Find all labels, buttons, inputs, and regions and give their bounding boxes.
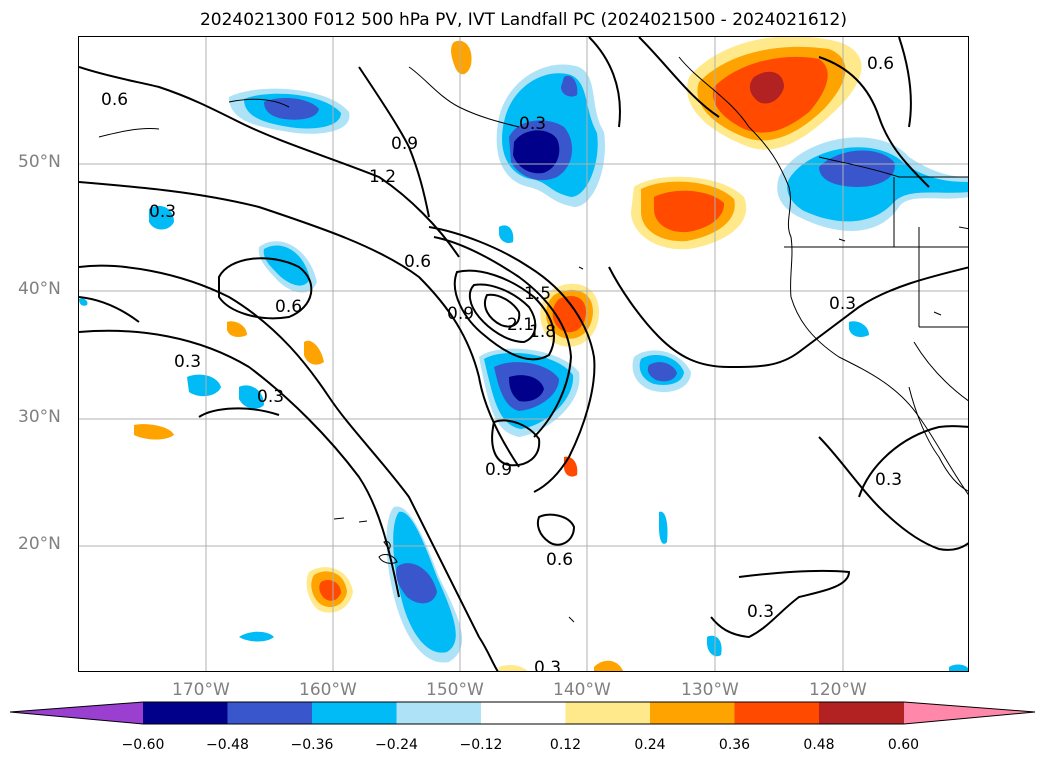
colorbar-bin xyxy=(650,702,735,724)
colorbar-bin xyxy=(143,702,228,724)
lon-label: 120°W xyxy=(809,680,867,700)
colorbar-bin xyxy=(312,702,397,724)
contour-label: 0.3 xyxy=(257,387,284,407)
lat-label: 40°N xyxy=(18,279,61,299)
colorbar-tick-label: −0.24 xyxy=(375,737,418,753)
colorbar-tick-label: −0.12 xyxy=(459,737,503,753)
colorbar-over-arrow xyxy=(904,702,1035,724)
contour-label: 0.6 xyxy=(404,252,431,272)
contour-label: 0.3 xyxy=(534,658,561,672)
colorbar-tick-label: −0.60 xyxy=(121,737,165,753)
lat-label: 30°N xyxy=(18,407,61,427)
lon-label: 130°W xyxy=(681,680,739,700)
lon-label: 150°W xyxy=(426,680,484,700)
colorbar-tick-label: 0.12 xyxy=(549,737,582,753)
contour-label: 0.9 xyxy=(447,304,474,324)
contour-label: 0.6 xyxy=(546,550,573,570)
contour-label: 1.2 xyxy=(369,167,396,187)
plot-title: 2024021300 F012 500 hPa PV, IVT Landfall… xyxy=(199,10,847,30)
contour-label: 0.3 xyxy=(875,470,902,490)
contour-labels: 0.6 0.9 1.2 0.3 0.6 0.6 0.3 0.3 0.9 2.1 … xyxy=(101,54,902,672)
contour-label: 0.6 xyxy=(275,297,302,317)
colorbar-bins xyxy=(143,702,904,724)
contour-label: 1.5 xyxy=(524,284,551,304)
contour-label: 0.3 xyxy=(519,114,546,134)
coastlines xyxy=(98,56,968,623)
colorbar xyxy=(10,701,1036,725)
colorbar-bin xyxy=(734,702,820,724)
contour-label: 0.9 xyxy=(485,460,512,480)
contour-label: 2.1 xyxy=(507,315,534,335)
colorbar-bin xyxy=(481,702,566,724)
colorbar-tick-label: −0.48 xyxy=(206,737,249,753)
colorbar-bin xyxy=(819,702,904,724)
colorbar-under-arrow xyxy=(10,702,143,724)
contour-label: 1.8 xyxy=(529,322,556,342)
map-panel: 0.6 0.9 1.2 0.3 0.6 0.6 0.3 0.3 0.9 2.1 … xyxy=(78,36,969,672)
lon-label: 160°W xyxy=(299,680,357,700)
colorbar-tick-label: 0.24 xyxy=(634,737,666,753)
colorbar-tick-label: 0.60 xyxy=(887,737,920,753)
colorbar-bin xyxy=(396,702,482,724)
colorbar-tick-label: −0.36 xyxy=(290,737,334,753)
contours xyxy=(79,37,968,671)
contour-label: 0.3 xyxy=(149,202,176,222)
lon-label: 140°W xyxy=(553,680,611,700)
contour-label: 0.3 xyxy=(174,352,201,372)
colorbar-tick-label: 0.48 xyxy=(803,737,835,753)
contour-label: 0.9 xyxy=(391,134,418,154)
colorbar-bin xyxy=(227,702,313,724)
contour-label: 0.6 xyxy=(867,54,894,74)
lon-label: 170°W xyxy=(172,680,230,700)
contour-label: 0.3 xyxy=(829,294,856,314)
lat-label: 50°N xyxy=(18,152,61,172)
contour-label: 0.3 xyxy=(747,602,774,622)
shaded-field xyxy=(79,37,968,671)
colorbar-bin xyxy=(565,702,651,724)
lat-label: 20°N xyxy=(18,534,61,554)
map-canvas: 0.6 0.9 1.2 0.3 0.6 0.6 0.3 0.3 0.9 2.1 … xyxy=(79,37,968,672)
contour-label: 0.6 xyxy=(101,90,128,110)
colorbar-tick-label: 0.36 xyxy=(718,737,751,753)
